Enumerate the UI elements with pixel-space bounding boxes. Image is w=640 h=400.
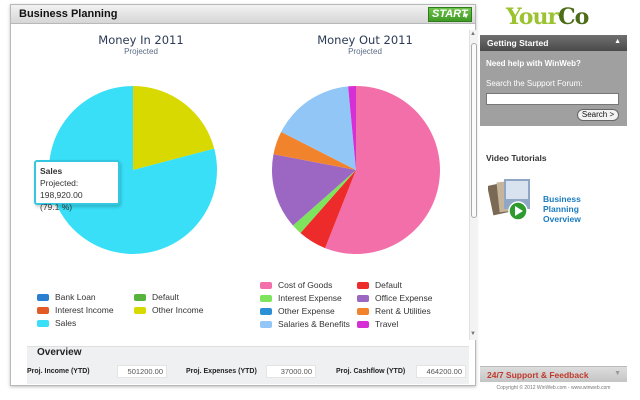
collapse-arrow-icon[interactable]: ▲ — [614, 38, 621, 45]
money-out-subtitle: Projected — [348, 47, 382, 56]
proj-cashflow-label: Proj. Cashflow (YTD) — [336, 368, 406, 375]
overview-title: Overview — [37, 347, 82, 358]
legend-label: Rent & Utilities — [375, 306, 431, 316]
money-in-subtitle: Projected — [124, 47, 158, 56]
proj-expenses-label: Proj. Expenses (YTD) — [186, 368, 257, 375]
legend-swatch — [37, 307, 49, 315]
legend-item[interactable]: Office Expense — [357, 293, 433, 303]
legend-item[interactable]: Default — [357, 280, 402, 290]
tooltip-projected: Projected: 198,920.00 — [40, 178, 83, 200]
start-button[interactable]: START ▾ — [428, 7, 472, 22]
copyright-text: Copyright © 2012 WinWeb.com - www.winweb… — [496, 385, 611, 391]
pie-slice-rent-utilities[interactable] — [273, 131, 356, 170]
pie-slice-default[interactable] — [300, 170, 356, 249]
scroll-up-arrow-icon[interactable]: ▲ — [470, 31, 476, 37]
legend-label: Bank Loan — [55, 292, 96, 302]
pie-slice-interest-expense[interactable] — [292, 170, 356, 234]
pie-slice-travel[interactable] — [348, 86, 356, 170]
chart-tooltip: Sales Projected: 198,920.00 (79.1 %) — [34, 160, 120, 212]
legend-item[interactable]: Salaries & Benefits — [260, 319, 350, 329]
getting-started-body: Need help with WinWeb? Search the Suppor… — [480, 51, 627, 126]
legend-label: Default — [375, 280, 402, 290]
yourco-logo: YourCo — [506, 4, 589, 30]
legend-swatch — [357, 282, 369, 290]
proj-expenses-field[interactable]: 37000.00 — [266, 365, 316, 378]
legend-item[interactable]: Rent & Utilities — [357, 306, 431, 316]
proj-income-label: Proj. Income (YTD) — [27, 368, 90, 375]
legend-swatch — [357, 295, 369, 303]
support-feedback-label: 24/7 Support & Feedback — [487, 370, 589, 380]
legend-swatch — [357, 321, 369, 329]
legend-label: Interest Expense — [278, 293, 342, 303]
legend-item[interactable]: Interest Income — [37, 305, 114, 315]
legend-label: Default — [152, 292, 179, 302]
legend-swatch — [260, 282, 272, 290]
legend-label: Sales — [55, 318, 77, 328]
legend-swatch — [37, 320, 49, 328]
pie-slice-office-expense[interactable] — [272, 154, 356, 226]
money-out-pie-chart[interactable] — [270, 84, 442, 256]
money-in-title: Money In 2011 — [98, 33, 184, 47]
getting-started-label: Getting Started — [487, 38, 549, 48]
need-help-text: Need help with WinWeb? — [486, 59, 581, 68]
legend-label: Cost of Goods — [278, 280, 333, 290]
tooltip-percent: (79.1 %) — [40, 202, 73, 212]
legend-item[interactable]: Cost of Goods — [260, 280, 332, 290]
search-forum-label: Search the Support Forum: — [486, 79, 583, 88]
legend-swatch — [134, 307, 146, 315]
legend-item[interactable]: Other Expense — [260, 306, 335, 316]
panel-header: Business Planning START ▾ — [11, 5, 475, 24]
business-planning-overview-link[interactable]: Business Planning Overview — [543, 194, 581, 224]
legend-label: Other Income — [152, 305, 204, 315]
pie-slice-cost-of-goods[interactable] — [325, 86, 440, 254]
legend-label: Travel — [375, 319, 399, 329]
pie-slice-sales[interactable] — [49, 86, 218, 255]
legend-label: Office Expense — [375, 293, 433, 303]
search-button[interactable]: Search > — [577, 109, 619, 121]
legend-swatch — [260, 295, 272, 303]
start-label: START — [432, 8, 468, 20]
logo-text-your: Your — [506, 4, 559, 30]
panel-title: Business Planning — [19, 8, 118, 20]
search-forum-input[interactable] — [486, 93, 619, 105]
legend-swatch — [357, 308, 369, 316]
expand-arrow-icon[interactable]: ▼ — [614, 370, 621, 377]
legend-item[interactable]: Bank Loan — [37, 292, 96, 302]
money-in-pie-chart[interactable] — [47, 84, 219, 256]
legend-label: Other Expense — [278, 306, 335, 316]
legend-item[interactable]: Other Income — [134, 305, 204, 315]
legend-swatch — [260, 308, 272, 316]
legend-label: Interest Income — [55, 305, 114, 315]
business-planning-panel: Business Planning START ▾ Money In 2011 … — [10, 4, 478, 386]
legend-item[interactable]: Sales — [37, 318, 76, 328]
legend-item[interactable]: Travel — [357, 319, 398, 329]
pie-slice-salaries-benefits[interactable] — [281, 86, 356, 170]
tooltip-label: Sales — [40, 166, 63, 176]
overview-section: Overview Proj. Income (YTD) 501200.00 Pr… — [27, 346, 469, 384]
pie-slice-other-income[interactable] — [133, 86, 215, 170]
money-out-title: Money Out 2011 — [317, 33, 413, 47]
sidebar: YourCo Getting Started ▲ Need help with … — [480, 0, 627, 400]
support-feedback-bar[interactable]: 24/7 Support & Feedback ▼ — [480, 366, 627, 382]
scrollbar-thumb[interactable] — [471, 43, 477, 218]
video-tutorials-title: Video Tutorials — [486, 153, 547, 163]
legend-swatch — [37, 294, 49, 302]
scroll-down-arrow-icon[interactable]: ▼ — [470, 331, 476, 337]
video-tutorial-thumbnail-icon[interactable] — [488, 175, 536, 221]
getting-started-header[interactable]: Getting Started ▲ — [480, 35, 627, 51]
dropdown-arrow-icon: ▾ — [463, 11, 468, 20]
legend-swatch — [260, 321, 272, 329]
legend-label: Salaries & Benefits — [278, 319, 350, 329]
legend-swatch — [134, 294, 146, 302]
legend-item[interactable]: Default — [134, 292, 179, 302]
proj-income-field[interactable]: 501200.00 — [117, 365, 167, 378]
legend-item[interactable]: Interest Expense — [260, 293, 342, 303]
logo-text-co: Co — [558, 4, 589, 30]
proj-cashflow-field[interactable]: 464200.00 — [416, 365, 466, 378]
